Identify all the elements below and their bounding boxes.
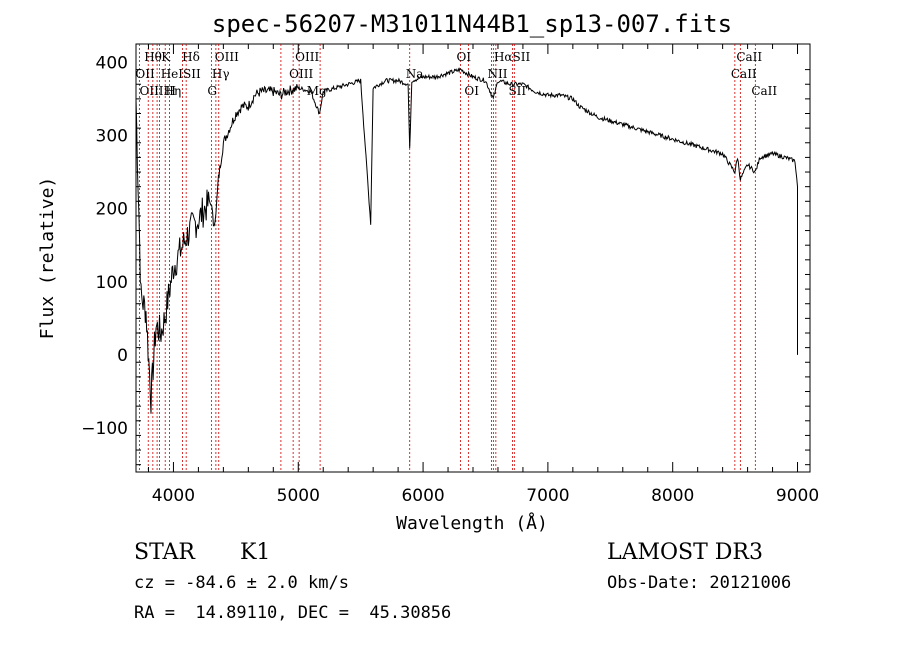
line-annotation: CaII [736, 50, 762, 64]
line-annotation: K [161, 50, 171, 64]
x-tick-label: 7000 [526, 486, 569, 506]
line-markers [138, 44, 756, 472]
line-annotation: HeISII [161, 67, 201, 81]
line-annotation: OI [457, 50, 472, 64]
y-tick-label: 0 [117, 346, 128, 366]
line-annotation: OIII [215, 50, 239, 64]
y-tick-label: 100 [96, 273, 128, 293]
line-annotation: CaII [751, 84, 777, 98]
class-label: STAR [134, 540, 195, 565]
y-tick-label: −100 [81, 419, 128, 439]
line-annotation: SII [508, 84, 526, 98]
line-annotation: G [207, 84, 217, 98]
line-annotation: OI [464, 84, 479, 98]
obs-date-label: Obs-Date: 20121006 [607, 573, 792, 593]
subclass-label: K1 [240, 540, 271, 565]
line-annotation: OIII [289, 67, 313, 81]
line-annotation: H [165, 84, 175, 98]
x-tick-label: 6000 [401, 486, 444, 506]
line-annotation: OIIIHη [139, 84, 181, 98]
x-axis-label: Wavelength (Å) [396, 512, 548, 534]
x-tick-label: 5000 [277, 486, 320, 506]
x-tick-label: 4000 [152, 486, 195, 506]
line-annotations: Hθ K Hδ OIII OIII OI HαSII CaII OII HeISII Hγ OIII N… [135, 50, 777, 98]
plot-frame [135, 43, 811, 473]
line-annotation: OII [135, 67, 155, 81]
spectrum-series [135, 67, 798, 414]
line-annotation: OIII [295, 50, 319, 64]
axis-tick-labels: 4000 5000 6000 7000 8000 9000 −100 0 100 200 300 40… [81, 53, 819, 506]
spectrum-line [135, 67, 798, 414]
y-tick-label: 400 [96, 53, 128, 73]
x-tick-label: 8000 [651, 486, 694, 506]
y-axis-label: Flux (relative) [37, 177, 58, 340]
chart-title: spec-56207-M31011N44B1_sp13-007.fits [212, 10, 732, 38]
coordinates-label: RA = 14.89110, DEC = 45.30856 [134, 603, 452, 623]
line-annotation: CaII [731, 67, 757, 81]
line-annotation: Mg [307, 84, 327, 98]
y-tick-label: 300 [96, 126, 128, 146]
line-annotation: Hδ [182, 50, 200, 64]
line-annotation: NII [487, 67, 507, 81]
line-annotation: Hγ [212, 67, 230, 81]
line-annotation: Na [406, 67, 424, 81]
line-annotation: HαSII [494, 50, 531, 64]
redshift-label: cz = -84.6 ± 2.0 km/s [134, 573, 349, 593]
line-annotation: Hθ [144, 50, 162, 64]
y-tick-label: 200 [96, 200, 128, 220]
x-tick-label: 9000 [776, 486, 819, 506]
axis-ticks [136, 44, 810, 472]
survey-label: LAMOST DR3 [607, 540, 763, 565]
